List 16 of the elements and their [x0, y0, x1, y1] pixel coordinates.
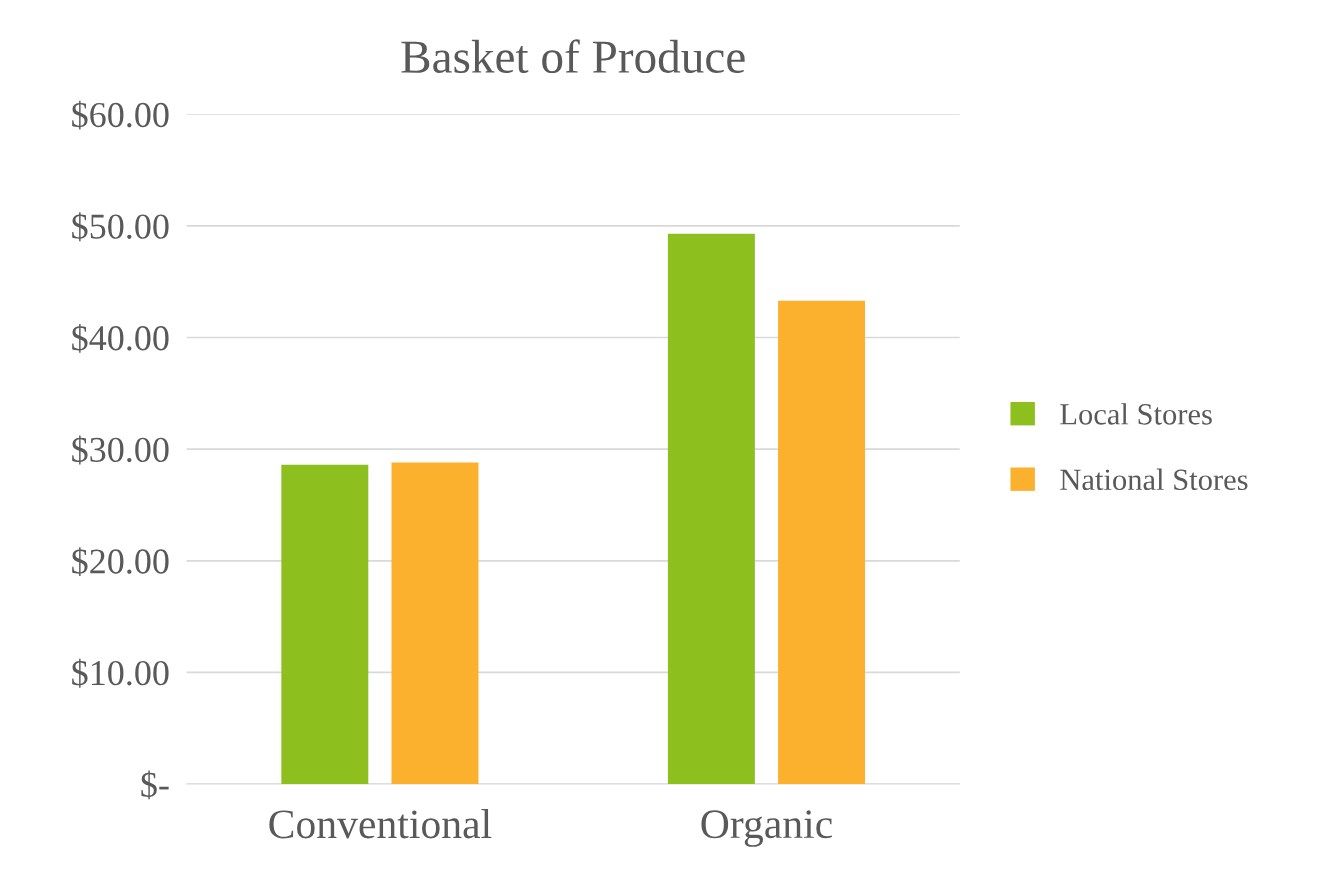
chart-title: Basket of Produce	[401, 39, 745, 74]
y-tick-label: $10.00	[72, 658, 169, 688]
bar	[778, 300, 866, 785]
legend-label: Local Stores	[1060, 403, 1212, 425]
bar	[667, 233, 755, 785]
y-tick-label: $-	[141, 770, 169, 800]
bar	[391, 462, 479, 785]
y-tick-label: $50.00	[72, 212, 169, 242]
legend-label: National Stores	[1060, 468, 1248, 491]
y-tick-label: $40.00	[72, 323, 169, 353]
x-tick-label: Conventional	[269, 809, 492, 839]
x-tick-label: Organic	[701, 810, 832, 847]
y-tick-label: $30.00	[72, 435, 169, 465]
y-tick-label: $20.00	[72, 547, 169, 577]
y-tick-label: $60.00	[72, 100, 169, 130]
bar	[281, 464, 369, 785]
